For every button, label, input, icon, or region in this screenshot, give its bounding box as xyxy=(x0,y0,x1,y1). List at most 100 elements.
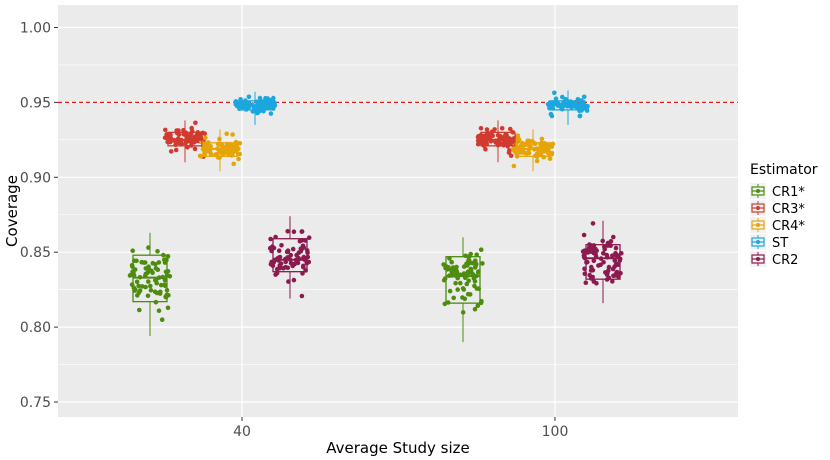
data-point xyxy=(547,156,553,161)
data-point xyxy=(484,140,489,146)
data-point xyxy=(147,268,153,273)
data-point xyxy=(454,268,459,274)
boxplots xyxy=(132,90,621,343)
data-point xyxy=(483,146,488,152)
data-point xyxy=(460,295,465,300)
data-point xyxy=(137,307,142,313)
data-point xyxy=(580,249,586,254)
data-point xyxy=(139,259,144,265)
data-point xyxy=(271,95,276,101)
data-point xyxy=(230,132,235,137)
data-point xyxy=(614,269,620,275)
x-axis: 40 100 xyxy=(233,417,568,440)
data-point xyxy=(610,279,615,284)
plot-panel xyxy=(58,5,738,417)
data-point xyxy=(446,265,451,270)
data-point xyxy=(560,94,565,100)
data-point xyxy=(155,249,160,254)
data-point xyxy=(612,273,618,278)
data-point xyxy=(148,288,154,293)
data-point xyxy=(202,131,207,136)
data-point xyxy=(594,281,599,286)
data-point xyxy=(279,243,284,248)
data-point xyxy=(526,138,532,144)
data-point xyxy=(219,143,224,148)
data-point xyxy=(601,251,606,256)
data-point xyxy=(198,154,204,159)
data-point xyxy=(472,279,478,284)
data-point xyxy=(454,264,459,270)
legend-label: ST xyxy=(772,236,788,251)
data-point xyxy=(584,108,590,113)
data-point xyxy=(552,90,557,96)
data-point xyxy=(590,221,596,226)
data-point xyxy=(246,94,252,100)
data-point xyxy=(480,261,485,266)
data-point xyxy=(549,113,555,119)
data-point xyxy=(534,158,540,164)
data-point xyxy=(467,292,473,297)
data-point xyxy=(142,260,148,265)
data-point xyxy=(237,100,243,106)
data-point xyxy=(146,264,151,270)
y-axis: 0.75 0.80 0.85 0.90 0.95 1.00 xyxy=(20,20,58,411)
data-point xyxy=(155,267,161,273)
x-tick-label: 100 xyxy=(542,424,569,440)
data-point xyxy=(277,265,283,271)
data-point xyxy=(458,280,463,286)
data-point xyxy=(192,146,198,152)
data-point xyxy=(526,150,532,156)
data-point xyxy=(474,252,480,257)
data-point xyxy=(581,232,587,238)
data-point xyxy=(143,284,148,290)
data-point xyxy=(606,264,612,270)
data-point xyxy=(176,132,182,137)
box xyxy=(272,238,308,273)
y-tick-label: 0.80 xyxy=(20,320,51,336)
data-point xyxy=(472,306,478,312)
data-point xyxy=(162,283,168,289)
y-tick-label: 1.00 xyxy=(20,20,51,36)
data-point xyxy=(136,283,141,289)
data-point xyxy=(545,149,550,155)
legend-title: Estimator xyxy=(750,162,818,178)
data-point xyxy=(263,95,268,101)
data-point xyxy=(295,260,301,266)
data-point xyxy=(475,134,481,140)
legend-label: CR1* xyxy=(772,185,805,200)
legend-key-point xyxy=(756,189,760,193)
data-point xyxy=(306,235,312,240)
major-gridlines xyxy=(58,5,738,417)
data-point xyxy=(257,95,263,101)
box xyxy=(585,244,621,280)
y-tick-label: 0.95 xyxy=(20,95,51,111)
data-point xyxy=(153,262,158,267)
data-point xyxy=(158,282,164,288)
data-point xyxy=(613,245,619,251)
data-point xyxy=(553,96,559,101)
data-point xyxy=(615,253,621,258)
x-tick-label: 40 xyxy=(233,424,251,440)
data-point xyxy=(581,94,587,100)
data-point xyxy=(174,128,179,133)
data-point xyxy=(203,135,208,141)
data-point xyxy=(460,286,466,291)
data-point xyxy=(475,303,481,309)
data-point xyxy=(231,161,236,167)
data-point xyxy=(588,249,594,254)
data-point xyxy=(478,126,484,131)
data-point xyxy=(495,133,501,138)
data-point xyxy=(464,281,470,287)
data-point xyxy=(236,156,241,162)
data-point xyxy=(536,149,541,154)
data-point xyxy=(461,264,467,269)
y-tick-label: 0.90 xyxy=(20,170,51,186)
data-point xyxy=(156,260,162,265)
data-point xyxy=(281,265,286,271)
data-point xyxy=(614,261,619,267)
data-point xyxy=(451,295,457,301)
data-point xyxy=(605,243,611,248)
data-point xyxy=(130,248,135,253)
legend-key-point xyxy=(756,223,760,227)
data-point xyxy=(601,260,606,265)
